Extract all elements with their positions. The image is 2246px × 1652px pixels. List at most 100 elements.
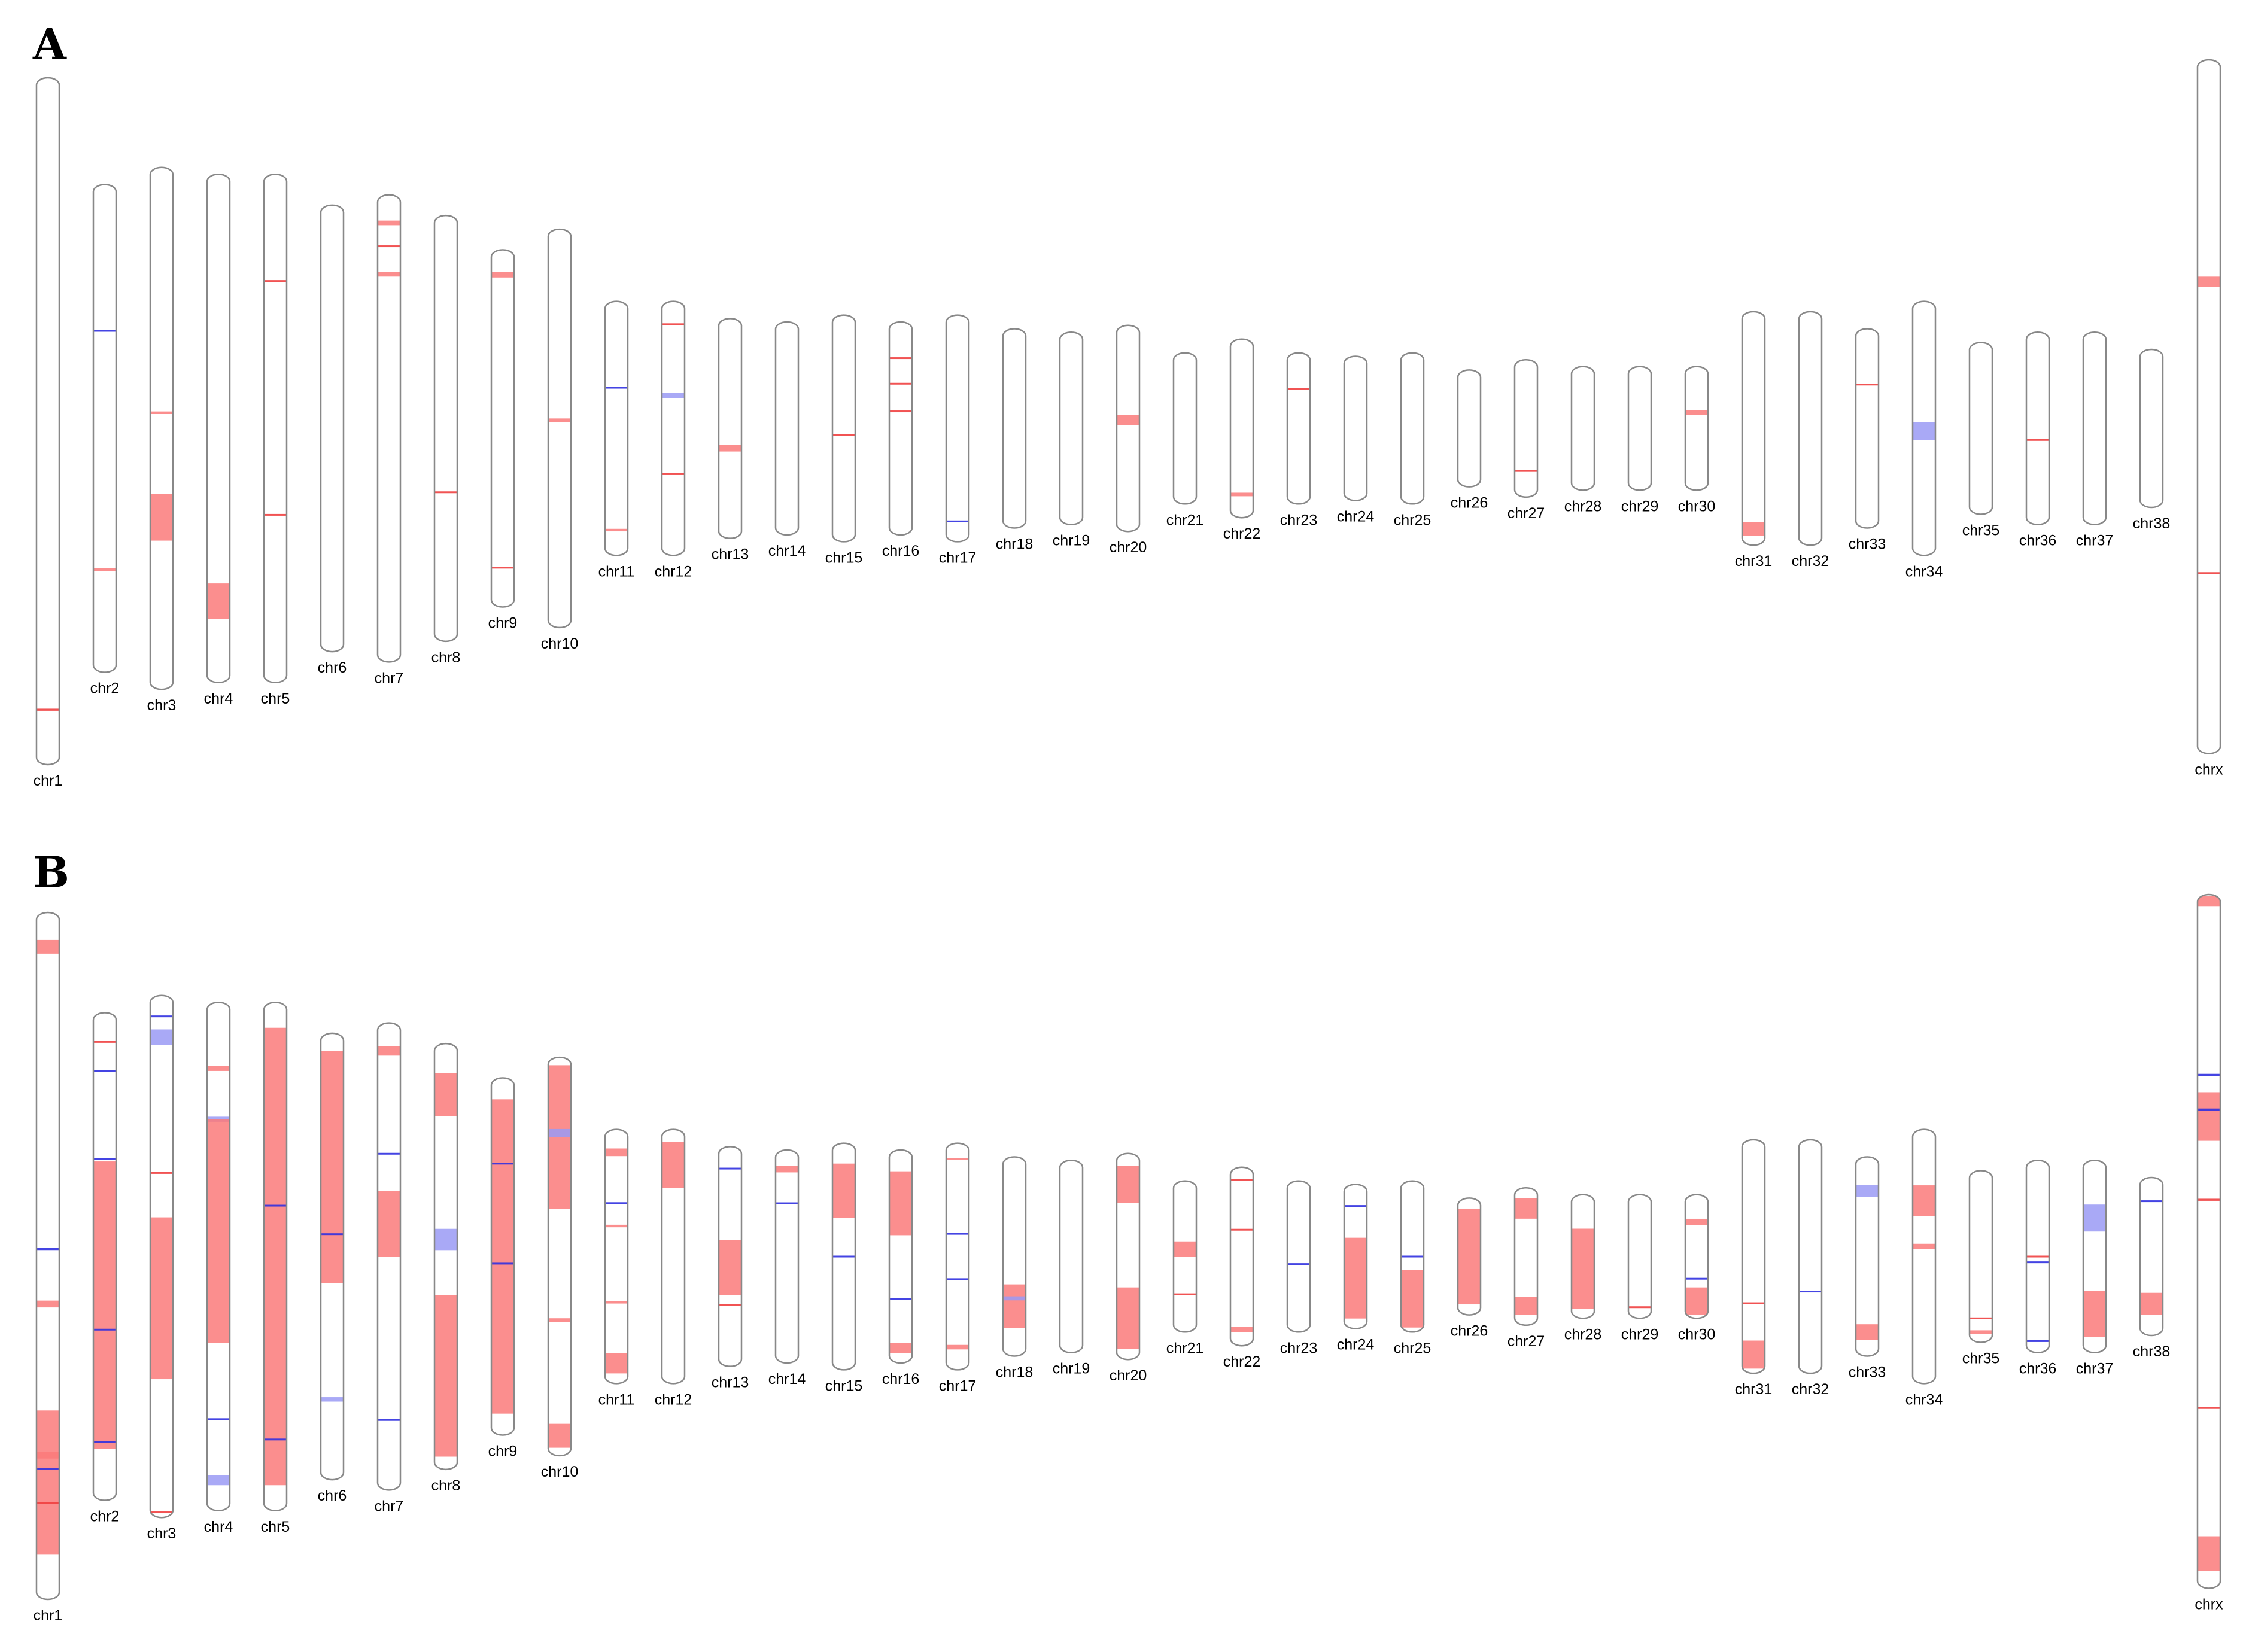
red-region-mark	[605, 1224, 628, 1228]
chromosome-outline	[2082, 331, 2107, 525]
blue-region-mark	[2026, 1261, 2049, 1264]
chromosome-body	[776, 322, 798, 535]
chromosome-chr32: chr32	[1792, 311, 1829, 570]
red-region-mark	[548, 418, 571, 423]
chromosome-chr8: chr8	[431, 1042, 461, 1494]
chromosome-outline	[149, 994, 174, 1519]
chromosome-body	[2026, 332, 2049, 525]
chromosome-body	[1515, 360, 1537, 497]
chromosome-chr10: chr10	[541, 1056, 579, 1480]
chromosome-chr1: chr1	[34, 77, 62, 789]
chromosome-label: chr11	[598, 1391, 635, 1408]
chromosome-label: chr12	[655, 563, 692, 580]
red-region-mark	[1230, 1179, 1253, 1181]
chromosome-chr2: chr2	[90, 1012, 119, 1525]
chromosome-outline	[320, 1032, 345, 1481]
blue-region-mark	[2083, 1204, 2106, 1232]
chromosome-chr28: chr28	[1564, 366, 1601, 515]
red-region-mark	[321, 1051, 344, 1283]
chromosome-label: chr14	[768, 1371, 806, 1388]
chromosome-outline	[1457, 1197, 1482, 1316]
chromosome-outline	[1116, 1152, 1141, 1361]
red-region-mark	[207, 1066, 230, 1071]
chromosome-label: chr36	[2019, 533, 2057, 549]
chromosome-chr24: chr24	[1337, 1184, 1374, 1353]
chromosome-label: chr18	[996, 1364, 1034, 1380]
red-region-mark	[1913, 1185, 1935, 1216]
chromosome-outline	[547, 228, 572, 629]
red-region-mark	[889, 382, 912, 385]
chromosome-label: chr17	[939, 1377, 977, 1394]
red-region-mark	[889, 1343, 912, 1353]
chromosome-chr28: chr28	[1564, 1194, 1601, 1343]
chromosome-label: chr8	[431, 1477, 461, 1494]
red-region-mark	[719, 1240, 741, 1295]
chromosome-body	[605, 1129, 628, 1384]
chromosome-chr8: chr8	[431, 214, 460, 666]
red-region-mark	[605, 528, 628, 532]
red-region-mark	[946, 1344, 969, 1350]
chromosome-chr16: chr16	[882, 321, 919, 559]
chromosome-chr32: chr32	[1792, 1139, 1829, 1398]
chromosome-outline	[831, 1142, 856, 1371]
chromosome-chr38: chr38	[2133, 1176, 2170, 1360]
chromosome-outline	[433, 1042, 458, 1471]
chromosome-label: chr3	[147, 1525, 177, 1542]
chromosome-chr24: chr24	[1337, 355, 1374, 525]
chromosome-body	[719, 318, 741, 539]
chromosome-chrx: chrx	[2195, 893, 2223, 1613]
chromosome-chr11: chr11	[598, 300, 634, 580]
chromosome-body	[776, 1150, 798, 1363]
blue-region-mark	[207, 1418, 230, 1420]
red-region-mark	[150, 1511, 173, 1514]
chromosome-label: chr17	[939, 549, 977, 566]
chromosome-body	[1799, 1139, 1822, 1374]
chromosome-outline	[1798, 311, 1823, 546]
chromosome-chr34: chr34	[1905, 1128, 1943, 1408]
chromosome-outline	[1627, 1194, 1652, 1319]
chromosome-chr23: chr23	[1280, 1180, 1317, 1356]
chromosome-chr16: chr16	[882, 1149, 919, 1388]
chromosome-outline	[1627, 366, 1652, 491]
chromosome-outline	[2139, 348, 2164, 509]
chromosome-label: chr9	[488, 614, 518, 631]
chromosome-label: chr10	[541, 1464, 579, 1480]
chromosome-outline	[888, 321, 913, 536]
red-region-mark	[150, 1217, 173, 1380]
chromosome-body	[491, 250, 514, 607]
red-region-mark	[1458, 1208, 1481, 1305]
chromosome-label: chr34	[1905, 563, 1943, 580]
chromosome-chr31: chr31	[1735, 1139, 1772, 1398]
chromosome-outline	[2196, 59, 2221, 754]
red-region-mark	[93, 1161, 116, 1449]
chromosome-outline	[774, 1149, 800, 1364]
chromosome-outline	[945, 1142, 970, 1371]
chromosome-body	[2198, 895, 2220, 1589]
chromosome-outline	[1116, 324, 1141, 533]
chromosome-label: chr33	[1849, 536, 1886, 552]
chromosome-chr7: chr7	[375, 194, 403, 686]
chromosome-outline	[376, 194, 402, 663]
chromosome-label: chr26	[1451, 495, 1488, 512]
chromosome-body	[1230, 339, 1253, 518]
red-region-mark	[2198, 572, 2220, 574]
red-region-mark	[37, 708, 59, 711]
blue-region-mark	[2198, 1073, 2220, 1076]
chromosome-body	[662, 301, 685, 556]
chromosome-label: chr35	[1962, 1350, 2000, 1367]
chromosome-chr27: chr27	[1508, 1186, 1545, 1350]
chromosome-chr36: chr36	[2019, 1160, 2056, 1377]
red-region-mark	[2198, 896, 2220, 907]
blue-region-mark	[37, 1248, 59, 1251]
chromosome-outline	[604, 300, 629, 556]
red-region-mark	[1515, 1297, 1537, 1315]
chromosome-label: chr32	[1792, 553, 1829, 570]
chromosome-label: chr21	[1166, 1340, 1204, 1356]
red-region-mark	[2198, 1407, 2220, 1409]
blue-region-mark	[605, 387, 628, 389]
blue-region-mark	[1401, 1255, 1424, 1258]
chromosome-chr4: chr4	[204, 173, 233, 707]
chromosome-body	[1060, 332, 1083, 525]
chromosome-body	[1230, 1167, 1253, 1346]
red-region-mark	[491, 567, 514, 569]
